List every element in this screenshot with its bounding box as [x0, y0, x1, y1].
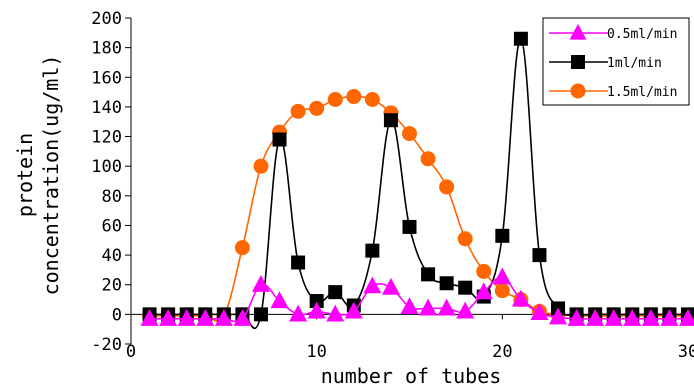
y-tick-label: 60 [102, 216, 122, 236]
data-point [346, 89, 362, 105]
data-point [439, 179, 455, 195]
data-point [530, 303, 549, 320]
y-tick-label: 140 [91, 98, 122, 118]
data-point [270, 291, 289, 309]
data-point [326, 304, 345, 322]
y-tick-label: 160 [91, 68, 122, 88]
data-point [309, 100, 325, 116]
x-tick-label: 20 [492, 342, 512, 362]
data-point [327, 92, 343, 107]
data-point [309, 294, 324, 309]
data-point [402, 219, 417, 234]
y-axis-title-line-1: protein [13, 133, 37, 217]
data-point [365, 243, 380, 258]
x-axis-title: number of tubes [321, 364, 502, 388]
data-point [234, 240, 250, 256]
data-point [679, 309, 694, 326]
y-tick-label: 100 [91, 157, 122, 177]
data-point [251, 274, 270, 292]
data-point [253, 158, 269, 174]
data-point [253, 307, 268, 322]
data-point [381, 277, 400, 295]
y-tick-label: 0 [112, 305, 122, 325]
data-point [140, 309, 159, 326]
y-tick-label: 20 [102, 276, 122, 296]
data-point [291, 255, 306, 270]
legend-marker [571, 55, 585, 69]
data-point [641, 309, 660, 326]
data-point [421, 267, 436, 282]
data-point [214, 309, 233, 326]
data-point [420, 151, 436, 167]
data-point [233, 309, 252, 326]
data-point [513, 31, 528, 46]
data-point [196, 309, 215, 326]
data-point [272, 132, 287, 147]
data-point [177, 309, 196, 326]
data-point [495, 228, 510, 243]
data-point [567, 309, 586, 326]
y-tick-label: 200 [91, 9, 122, 29]
data-point [439, 276, 454, 291]
data-point [549, 307, 568, 325]
data-point [511, 289, 530, 307]
data-point [604, 309, 623, 326]
data-point [532, 248, 547, 263]
y-tick-label: 40 [102, 246, 122, 266]
data-point [437, 298, 456, 316]
data-point [344, 301, 363, 319]
series-line [149, 95, 688, 323]
y-tick-label: 180 [91, 39, 122, 59]
data-point [457, 231, 473, 247]
data-point [474, 282, 493, 300]
series-layer [140, 31, 694, 330]
legend-marker [569, 23, 587, 40]
series-1.5ml/min [142, 89, 694, 324]
data-point [400, 297, 419, 315]
legend-label: 1ml/min [607, 56, 662, 71]
data-point [476, 263, 492, 279]
y-tick-label: 80 [102, 187, 122, 207]
data-point [159, 309, 178, 326]
data-point [586, 309, 605, 326]
data-point [402, 126, 417, 142]
legend: 0.5ml/min 1ml/min 1.5ml/min [542, 17, 690, 106]
x-tick-label: 30 [678, 342, 694, 362]
x-tick-label: 0 [126, 342, 136, 362]
data-point [458, 280, 473, 295]
y-axis-title-line-2: concentration(ug/ml) [39, 55, 63, 296]
legend-label: 1.5ml/min [607, 85, 677, 100]
data-point [383, 113, 398, 128]
data-point [660, 309, 679, 326]
data-point [290, 103, 306, 119]
y-tick-label: -20 [91, 335, 122, 355]
x-tick-label: 10 [306, 342, 326, 362]
data-point [289, 304, 308, 322]
data-point [328, 285, 343, 300]
data-point [307, 301, 326, 319]
data-point [419, 298, 438, 316]
data-point [494, 283, 510, 299]
data-point [364, 92, 380, 107]
legend-marker [570, 83, 586, 99]
data-point [623, 309, 642, 326]
series-0.5ml/min [140, 267, 694, 326]
data-point [363, 276, 382, 294]
legend-label: 0.5ml/min [607, 27, 677, 42]
y-tick-label: 120 [91, 128, 122, 148]
data-point [456, 301, 475, 319]
data-point [493, 267, 512, 285]
